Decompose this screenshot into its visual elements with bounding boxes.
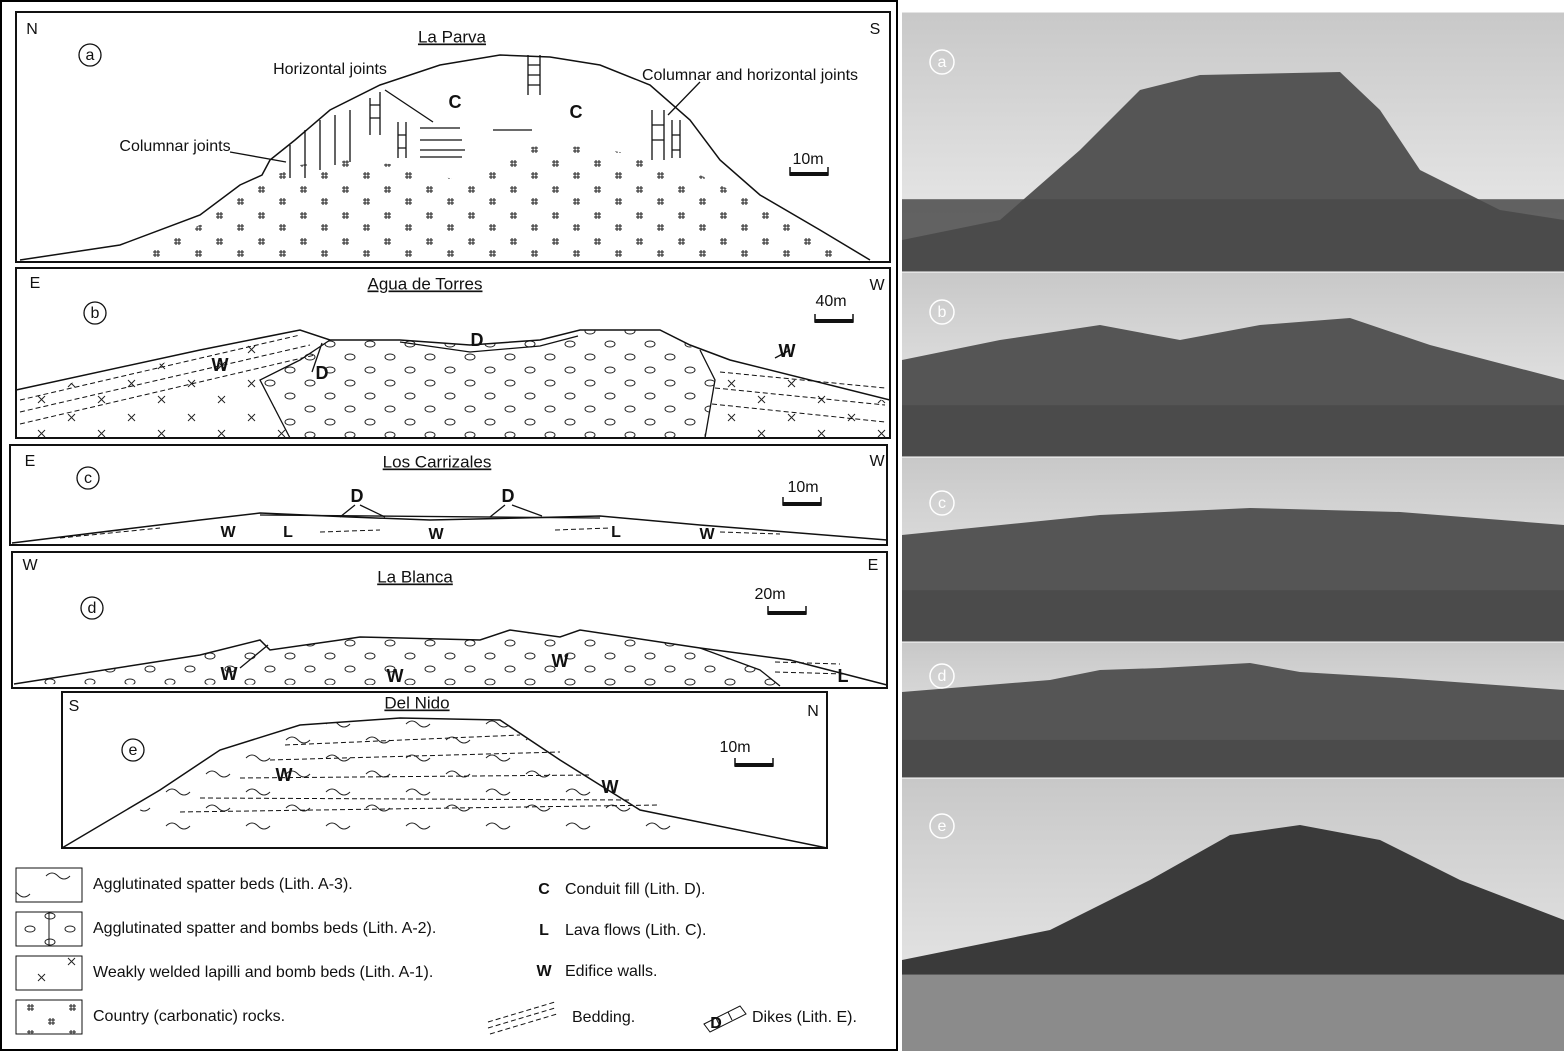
- scale-bar-fill: [815, 319, 853, 323]
- label: W: [779, 341, 796, 361]
- label: W: [602, 777, 619, 797]
- orientation: W: [22, 557, 38, 574]
- label: W: [387, 666, 404, 686]
- label: W: [552, 651, 569, 671]
- legend-text: Dikes (Lith. E).: [752, 1009, 857, 1026]
- photo-letter: c: [938, 495, 946, 512]
- scale-bar-fill: [783, 502, 821, 506]
- photo-ground: [902, 975, 1564, 1051]
- scale-label: 40m: [815, 293, 846, 310]
- label: W: [276, 765, 293, 785]
- orientation: E: [30, 275, 41, 292]
- legend-text: Agglutinated spatter and bombs beds (Lit…: [93, 920, 436, 937]
- lithology-fill: [260, 330, 715, 438]
- label: W: [221, 664, 238, 684]
- label: W: [212, 355, 229, 375]
- orientation: E: [25, 453, 36, 470]
- scale-bar-fill: [768, 611, 806, 615]
- scale-label: 10m: [792, 151, 823, 168]
- scale-label: 20m: [754, 586, 785, 603]
- panel-letter: d: [88, 600, 97, 617]
- orientation: N: [807, 703, 819, 720]
- photo-letter: a: [938, 54, 947, 71]
- scale-label: 10m: [719, 739, 750, 756]
- photo-letter: e: [938, 818, 947, 835]
- label: W: [699, 526, 715, 543]
- photo-ground: [902, 405, 1564, 457]
- legend-swatch: [16, 1000, 82, 1034]
- panel-letter: e: [129, 742, 138, 759]
- legend-text: Edifice walls.: [565, 963, 657, 980]
- photo-ground: [902, 740, 1564, 778]
- label: L: [838, 666, 849, 686]
- legend-swatch: [16, 956, 82, 990]
- legend-text: Country (carbonatic) rocks.: [93, 1008, 285, 1025]
- label: Horizontal joints: [273, 61, 387, 78]
- orientation: N: [26, 21, 38, 38]
- orientation: S: [69, 698, 80, 715]
- photo-letter: b: [938, 304, 947, 321]
- label: W: [220, 524, 236, 541]
- section-title: La Blanca: [377, 567, 453, 586]
- label: D: [502, 486, 515, 506]
- photo-ground: [902, 199, 1564, 272]
- scale-bar-fill: [790, 172, 828, 176]
- section-title: Los Carrizales: [383, 452, 492, 471]
- legend-text: Agglutinated spatter beds (Lith. A-3).: [93, 876, 353, 893]
- orientation: E: [868, 557, 879, 574]
- panel-letter: b: [91, 305, 100, 322]
- photo-letter: d: [938, 668, 947, 685]
- legend-text: Lava flows (Lith. C).: [565, 922, 706, 939]
- label: W: [428, 526, 444, 543]
- label: D: [471, 330, 484, 350]
- orientation: W: [869, 453, 885, 470]
- label: Columnar joints: [119, 138, 230, 155]
- figure: a b c d e La Parva N Sa 10m Horizontal joints Col…: [0, 0, 1564, 1051]
- label: L: [283, 524, 293, 541]
- legend-key: W: [536, 963, 552, 980]
- panel-letter: c: [84, 470, 92, 487]
- scale-label: 10m: [787, 479, 818, 496]
- photos: a b c d e: [902, 12, 1564, 1051]
- section-title: La Parva: [418, 27, 487, 46]
- section-title: Agua de Torres: [368, 274, 483, 293]
- scale-bar-fill: [735, 763, 773, 767]
- legend-swatch: [16, 868, 82, 902]
- label: D: [351, 486, 364, 506]
- legend-text: Conduit fill (Lith. D).: [565, 881, 706, 898]
- legend-text: Bedding.: [572, 1009, 635, 1026]
- legend-text: Weakly welded lapilli and bomb beds (Lit…: [93, 964, 433, 981]
- panel-letter: a: [86, 47, 95, 64]
- orientation: W: [869, 277, 885, 294]
- legend-key: L: [539, 922, 549, 939]
- label: L: [611, 524, 621, 541]
- label: D: [316, 363, 329, 383]
- photo-ground: [902, 590, 1564, 642]
- dike-symbol: D: [710, 1015, 722, 1032]
- label: Columnar and horizontal joints: [642, 67, 858, 84]
- label: C: [570, 102, 583, 122]
- label: C: [449, 92, 462, 112]
- section-title: Del Nido: [384, 693, 449, 712]
- orientation: S: [870, 21, 881, 38]
- legend-key: C: [538, 881, 550, 898]
